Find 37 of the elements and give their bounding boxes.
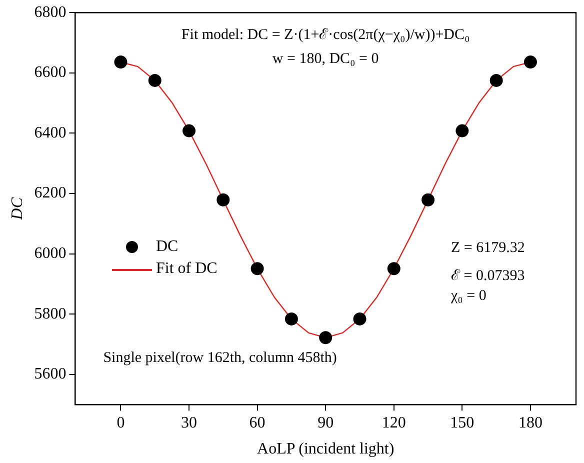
- point: [422, 193, 435, 206]
- y-tick-label: 5800: [34, 305, 66, 322]
- y-tick-label: 6400: [34, 124, 66, 142]
- annotation: χ₀ = 0: [451, 288, 486, 305]
- x-tick-label: 60: [249, 414, 266, 432]
- point: [319, 331, 332, 344]
- y-tick-label: 5600: [34, 366, 66, 383]
- x-tick-label: 90: [318, 414, 334, 432]
- point: [216, 193, 230, 206]
- y-tick-label: 6200: [34, 184, 66, 202]
- x-tick-label: 180: [518, 414, 542, 432]
- x-tick-label: 0: [116, 414, 125, 432]
- x-tick-label: 30: [181, 414, 198, 432]
- point: [284, 312, 298, 326]
- legend-label: Fit of DC: [156, 260, 218, 278]
- point: [353, 312, 366, 326]
- point: [250, 262, 264, 276]
- point: [387, 262, 400, 276]
- point: [114, 56, 128, 69]
- point: [182, 124, 196, 138]
- annotation: w = 180, DC₀ = 0: [272, 50, 379, 68]
- x-axis-title: AoLP (incident light): [257, 440, 394, 458]
- annotation: Fit model: DC = Z·(1+ℰ·cos(2π(χ−χ₀)/w))+DC₀: [181, 26, 470, 44]
- annotation: Z = 6179.32: [451, 240, 525, 257]
- y-tick-label: 6600: [34, 64, 66, 82]
- y-tick-label: 6000: [34, 245, 66, 262]
- legend-label: DC: [156, 238, 178, 256]
- point: [456, 124, 469, 138]
- y-tick-label: 6800: [34, 4, 66, 21]
- annotation: ℰ = 0.07393: [451, 266, 525, 285]
- x-tick-label: 120: [382, 414, 406, 432]
- annotation: Single pixel(row 162th, column 458th): [103, 350, 337, 367]
- y-axis-title: DC: [8, 197, 26, 221]
- point: [148, 74, 162, 87]
- point: [524, 56, 537, 69]
- x-tick-label: 150: [450, 414, 474, 432]
- point: [490, 74, 503, 87]
